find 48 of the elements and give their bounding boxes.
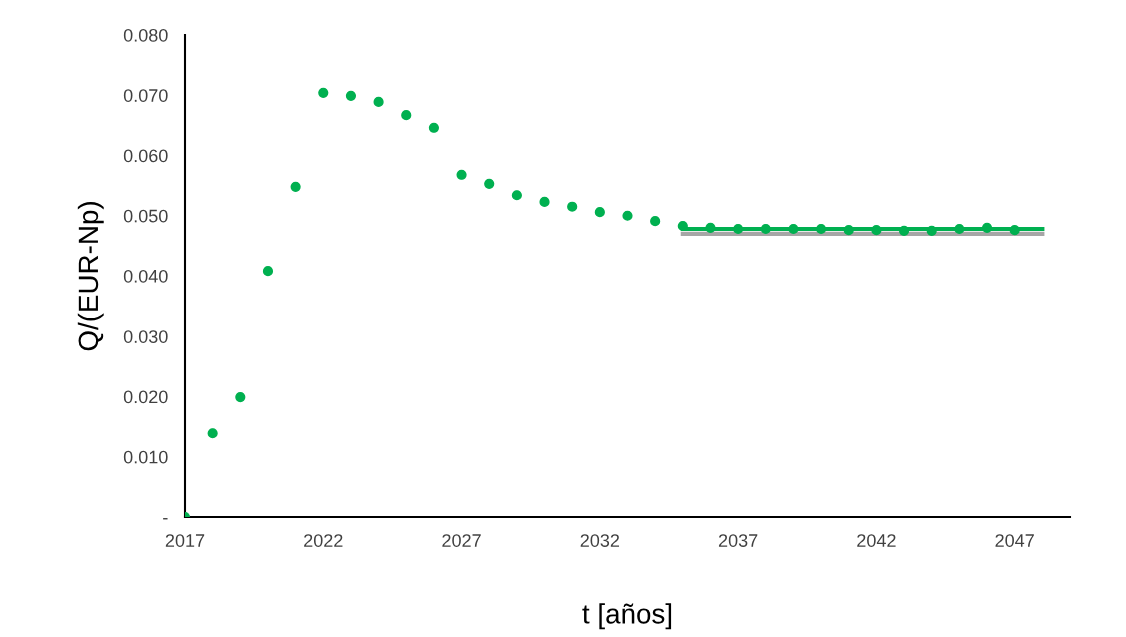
point — [871, 225, 882, 236]
point — [373, 96, 384, 107]
y-axis-title: Q/(EUR-Np) — [77, 202, 104, 351]
point — [207, 428, 218, 439]
y-tick-label: 0.070 — [123, 89, 168, 102]
y-tick-label: 0.030 — [123, 330, 168, 343]
point — [898, 225, 910, 236]
y-tick-label: - — [163, 518, 168, 520]
point — [926, 225, 937, 236]
point — [456, 169, 467, 180]
point — [1009, 225, 1020, 236]
x-tick-label: 2017 — [165, 534, 205, 547]
x-axis-title: t [años] — [582, 603, 672, 630]
point — [290, 181, 301, 192]
point — [539, 196, 550, 207]
point — [345, 90, 357, 101]
y-tick-label: 0.020 — [123, 390, 168, 404]
point — [511, 190, 522, 201]
point — [843, 225, 854, 236]
point — [677, 220, 688, 232]
point — [567, 201, 578, 212]
point — [733, 223, 744, 235]
point — [401, 110, 412, 121]
point — [622, 210, 633, 221]
point — [816, 223, 827, 235]
point — [262, 266, 274, 277]
x-tick-label: 2022 — [304, 534, 343, 547]
point — [650, 216, 661, 227]
x-tick-label: 2037 — [718, 534, 758, 547]
y-tick-label: 0.050 — [123, 209, 168, 223]
point — [705, 222, 716, 233]
y-tick-label: 0.080 — [123, 28, 168, 42]
y-tick-label: 0.060 — [123, 149, 168, 163]
x-tick-label: 2032 — [580, 534, 620, 547]
point — [428, 122, 439, 133]
point — [954, 223, 965, 235]
point — [760, 223, 771, 235]
point — [235, 392, 246, 403]
point — [318, 87, 329, 98]
point — [594, 207, 605, 218]
point — [484, 178, 495, 189]
x-tick-label: 2047 — [995, 534, 1034, 547]
y-tick-label: 0.010 — [123, 450, 168, 464]
point — [981, 222, 993, 233]
x-tick-label: 2027 — [442, 534, 481, 547]
y-tick-label: 0.040 — [123, 269, 168, 283]
point — [788, 223, 799, 235]
x-tick-label: 2042 — [857, 534, 896, 547]
